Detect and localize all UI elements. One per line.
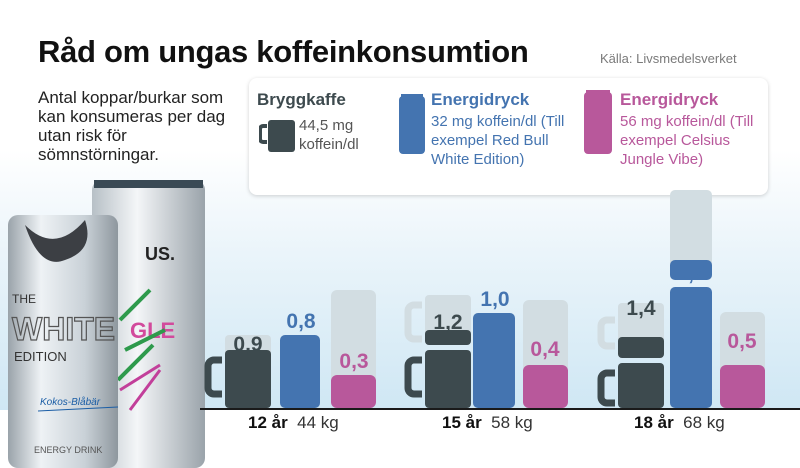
svg-text:THE: THE <box>12 292 36 306</box>
legend-title: Energidryck <box>431 90 530 109</box>
page-title: Råd om ungas koffeinkonsumtion <box>38 34 529 69</box>
mug-icon <box>259 120 295 152</box>
legend-text: 56 mg koffein/dl (Till exempel Celsius J… <box>620 113 754 168</box>
group-15 <box>404 295 568 408</box>
legend-text: 44,5 mg koffein/dl <box>299 117 359 153</box>
value-coffee-18: 1,4 <box>626 297 656 320</box>
svg-text:Kokos-Blåbär: Kokos-Blåbär <box>40 396 101 408</box>
value-coffee-12: 0,9 <box>233 333 263 356</box>
can-icon <box>399 94 425 154</box>
legend-title: Energidryck <box>620 90 719 109</box>
weight-label: 68 kg <box>683 413 725 432</box>
value-celsius-15: 0,4 <box>530 338 560 361</box>
value-coffee-15: 1,2 <box>433 311 463 334</box>
svg-text:WHITE: WHITE <box>12 311 115 347</box>
legend-title: Bryggkaffe <box>257 90 346 109</box>
age-label: 18 år <box>634 413 674 432</box>
legend-item-coffee: Bryggkaffe 44,5 mg koffein/dl <box>257 90 407 153</box>
x-label-12: 12 år 44 kg <box>248 413 339 433</box>
legend-text: 32 mg koffein/dl (Till exempel Red Bull … <box>431 113 565 168</box>
age-label: 12 år <box>248 413 288 432</box>
x-label-18: 18 år 68 kg <box>634 413 725 433</box>
svg-text:EDITION: EDITION <box>14 349 67 364</box>
chart-area <box>204 190 765 408</box>
value-celsius-18: 0,5 <box>727 330 757 353</box>
svg-text:US.: US. <box>145 244 175 264</box>
value-redbull-15: 1,0 <box>480 288 510 311</box>
age-label: 15 år <box>442 413 482 432</box>
svg-text:ENERGY DRINK: ENERGY DRINK <box>34 445 102 455</box>
source-note: Källa: Livsmedelsverket <box>600 51 737 66</box>
svg-text:GLE: GLE <box>130 318 175 343</box>
group-12 <box>204 290 376 408</box>
x-label-15: 15 år 58 kg <box>442 413 533 433</box>
can-icon <box>584 90 612 154</box>
product-cans-photo: US. GLE THE WHITE EDITION Kokos-Blåbär E… <box>8 180 205 468</box>
weight-label: 44 kg <box>297 413 339 432</box>
legend-box: Bryggkaffe 44,5 mg koffein/dl Energidryc… <box>249 78 768 195</box>
chart-subtitle: Antal koppar/burkar som kan konsumeras p… <box>38 88 226 164</box>
value-celsius-12: 0,3 <box>339 350 369 373</box>
group-18 <box>597 190 765 408</box>
value-redbull-12: 0,8 <box>286 310 316 333</box>
chart-baseline <box>200 408 800 410</box>
value-redbull-18: 1,2 <box>676 262 706 285</box>
weight-label: 58 kg <box>491 413 533 432</box>
